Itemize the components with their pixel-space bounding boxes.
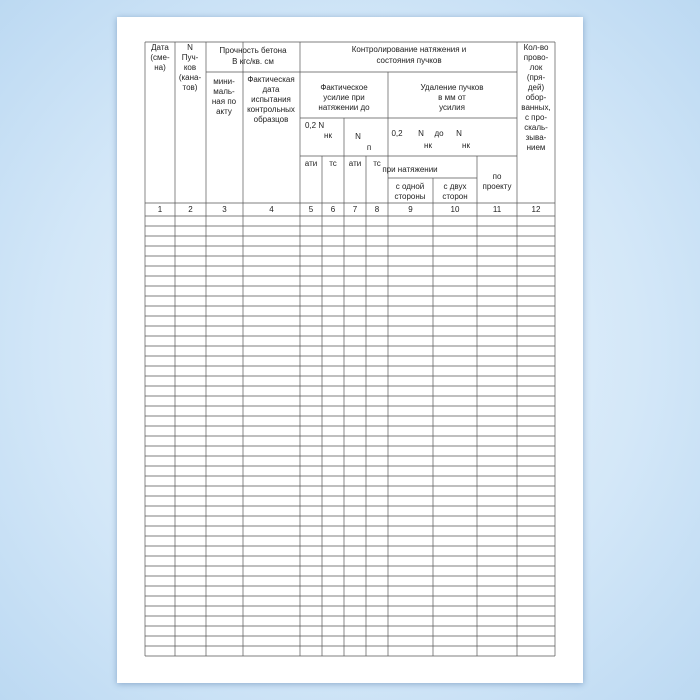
broken-wires: Кол-во	[524, 43, 549, 52]
column-number: 7	[353, 205, 358, 214]
removal-mark: до	[434, 129, 444, 138]
one-side: стороны	[394, 192, 425, 201]
broken-wires: ванных,	[521, 103, 550, 112]
broken-wires: обор-	[526, 93, 547, 102]
removal-mark: N	[418, 129, 424, 138]
removal-mark: нк	[462, 141, 470, 150]
unit: ати	[305, 159, 317, 168]
two-sides: сторон	[442, 192, 467, 201]
by-design: проекту	[482, 182, 511, 191]
broken-wires: (пря-	[527, 73, 546, 82]
strength-actual: испытания	[251, 95, 291, 104]
force-title: Фактическое	[320, 83, 368, 92]
removal-title: усилия	[439, 103, 465, 112]
removal-title: Удаление пучков	[420, 83, 483, 92]
column-number: 12	[532, 205, 541, 214]
date: Дата	[151, 43, 169, 52]
column-number: 9	[408, 205, 413, 214]
column-number: 3	[222, 205, 227, 214]
one-side: с одной	[396, 182, 425, 191]
broken-wires: дей)	[528, 83, 545, 92]
strength-title: Прочность бетона	[219, 46, 287, 55]
column-number: 4	[269, 205, 274, 214]
broken-wires: с про-	[525, 113, 547, 122]
column-number: 2	[188, 205, 193, 214]
strength-actual: дата	[263, 85, 281, 94]
strength-minimal: маль-	[213, 87, 235, 96]
strength-minimal: ная по	[212, 97, 237, 106]
date: на)	[154, 63, 166, 72]
force-mark: п	[367, 143, 371, 152]
column-number: 5	[309, 205, 314, 214]
bundles: ков	[184, 63, 196, 72]
broken-wires: лок	[530, 63, 543, 72]
unit: ати	[349, 159, 361, 168]
unit: тс	[373, 159, 381, 168]
control-title: Контролирование натяжения и	[352, 45, 467, 54]
strength-actual: Фактическая	[247, 75, 294, 84]
strength-minimal: акту	[216, 107, 232, 116]
column-number: 11	[493, 205, 502, 214]
control-title: состояния пучков	[376, 56, 441, 65]
strength-actual: образцов	[254, 115, 289, 124]
column-number: 8	[375, 205, 380, 214]
unit: тс	[329, 159, 337, 168]
removal-mark: N	[456, 129, 462, 138]
force-mark: 0,2 N	[305, 121, 324, 130]
force-title: натяжении до	[318, 103, 370, 112]
strength-title: В кгс/кв. см	[232, 57, 274, 66]
column-number: 6	[331, 205, 336, 214]
column-number: 1	[158, 205, 163, 214]
date: (сме-	[150, 53, 170, 62]
bundles: Пуч-	[182, 53, 199, 62]
by-design: по	[493, 172, 502, 181]
force-mark: нк	[324, 131, 332, 140]
strength-actual: контрольных	[247, 105, 295, 114]
removal-mark: нк	[424, 141, 432, 150]
removal-title: в мм от	[438, 93, 466, 102]
bundles: тов)	[183, 83, 198, 92]
removal-mark: 0,2	[391, 129, 403, 138]
two-sides: с двух	[444, 182, 467, 191]
bundles: (кана-	[179, 73, 202, 82]
bundles: N	[187, 43, 193, 52]
force-mark: N	[355, 132, 361, 141]
during-tension: при натяжении	[382, 165, 437, 174]
broken-wires: прово-	[524, 53, 549, 62]
broken-wires: нием	[527, 143, 546, 152]
form-sheet	[117, 17, 583, 683]
broken-wires: скаль-	[524, 123, 548, 132]
force-title: усилие при	[323, 93, 364, 102]
column-number: 10	[451, 205, 460, 214]
broken-wires: зыва-	[526, 133, 547, 142]
strength-minimal: мини-	[213, 77, 235, 86]
